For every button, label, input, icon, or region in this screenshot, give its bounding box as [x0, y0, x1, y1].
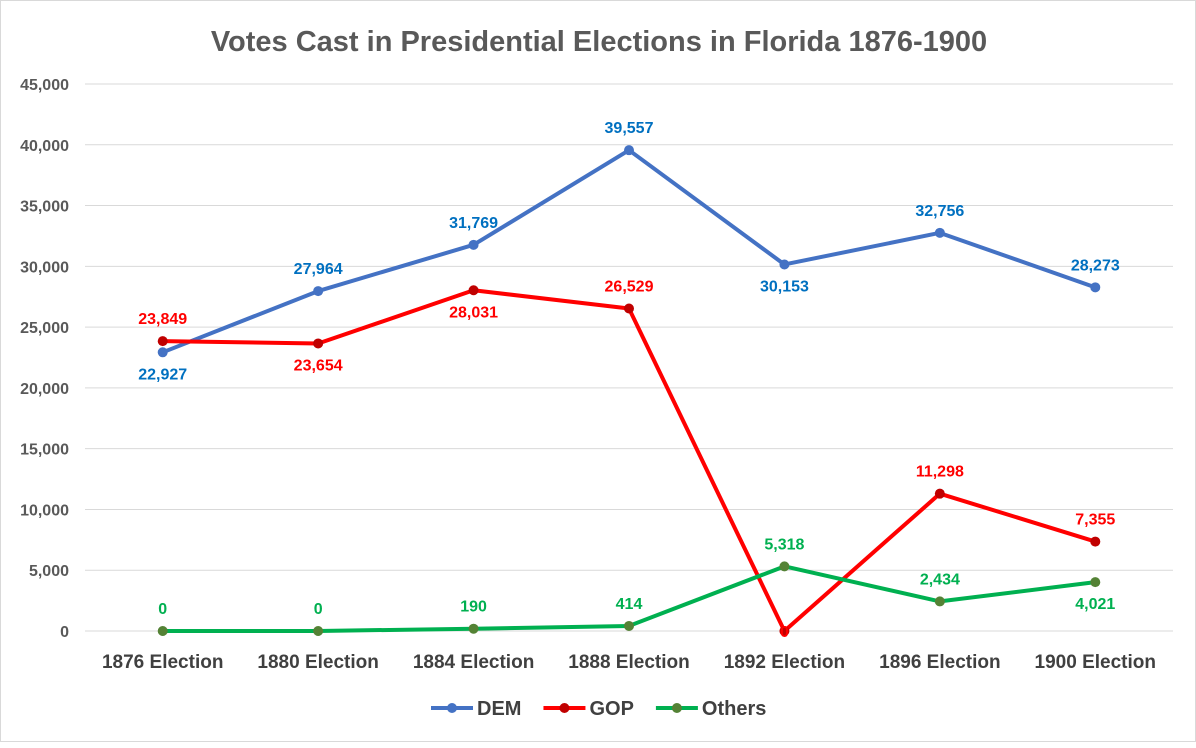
data-point-dem	[157, 347, 168, 358]
y-tick-label: 30,000	[20, 259, 69, 276]
x-tick-label: 1888 Election	[568, 652, 689, 673]
data-point-dem	[624, 145, 634, 156]
y-tick-label: 10,000	[20, 502, 69, 519]
legend-item-dem: DEM	[431, 698, 521, 720]
data-point-gop	[624, 303, 634, 314]
data-point-dem	[468, 239, 479, 250]
data-label-gop: 7,355	[1075, 512, 1115, 529]
data-label-dem: 27,964	[294, 261, 343, 278]
y-tick-label: 15,000	[20, 442, 69, 459]
data-label-gop: 23,849	[138, 311, 187, 328]
y-tick-label: 25,000	[20, 320, 69, 337]
data-label-gop: 28,031	[449, 304, 498, 321]
data-point-dem	[934, 227, 945, 238]
data-label-dem: 22,927	[138, 366, 187, 383]
data-label-others: 414	[616, 596, 643, 613]
x-tick-label: 1880 Election	[257, 652, 378, 673]
legend-label: Others	[702, 698, 766, 720]
data-point-gop	[934, 488, 945, 499]
data-label-dem: 31,769	[449, 215, 498, 232]
legend-item-others: Others	[655, 698, 766, 720]
data-point-gop	[1090, 536, 1101, 547]
data-point-gop	[468, 285, 479, 296]
data-label-others: 5,318	[764, 536, 804, 553]
data-label-gop: 23,654	[294, 357, 343, 374]
data-point-gop	[157, 336, 168, 347]
data-point-gop	[313, 338, 324, 349]
y-tick-label: 45,000	[20, 77, 69, 94]
data-label-gop: 11,298	[916, 464, 964, 481]
legend-marker	[447, 703, 457, 713]
data-label-dem: 39,557	[605, 120, 654, 137]
data-label-gop: 0	[780, 624, 789, 641]
legend-label: GOP	[589, 698, 633, 720]
x-tick-label: 1892 Election	[724, 652, 845, 673]
series-line-dem	[161, 148, 1096, 355]
data-label-gop: 26,529	[605, 279, 654, 296]
x-tick-label: 1896 Election	[879, 652, 1000, 673]
data-point-dem	[1090, 282, 1101, 293]
y-tick-label: 5,000	[29, 563, 69, 580]
data-label-dem: 32,756	[915, 203, 964, 220]
data-label-others: 4,021	[1075, 596, 1115, 613]
data-point-others	[624, 620, 634, 631]
legend-marker	[559, 703, 570, 713]
data-label-others: 0	[314, 601, 323, 618]
data-label-others: 190	[460, 599, 487, 616]
data-label-dem: 28,273	[1071, 257, 1120, 274]
x-tick-label: 1876 Election	[102, 652, 223, 673]
data-point-others	[157, 626, 168, 636]
data-point-others	[779, 561, 790, 572]
data-point-dem	[779, 259, 790, 270]
data-label-others: 0	[158, 601, 167, 618]
y-tick-label: 20,000	[20, 381, 69, 398]
data-point-others	[1090, 577, 1101, 588]
data-point-others	[313, 626, 324, 636]
x-tick-label: 1884 Election	[413, 652, 534, 673]
legend-marker	[671, 703, 682, 713]
chart-title: Votes Cast in Presidential Elections in …	[211, 26, 987, 58]
x-tick-label: 1900 Election	[1035, 652, 1156, 673]
data-point-gop	[779, 626, 790, 636]
y-tick-label: 35,000	[20, 199, 69, 216]
data-label-others: 2,434	[920, 571, 960, 588]
data-label-dem: 30,153	[760, 278, 809, 295]
data-point-others	[468, 623, 479, 634]
y-tick-label: 0	[60, 624, 69, 641]
data-point-others	[934, 596, 945, 607]
y-tick-label: 40,000	[20, 138, 69, 155]
data-point-dem	[313, 286, 324, 297]
legend-item-gop: GOP	[543, 698, 634, 720]
legend-label: DEM	[477, 698, 521, 720]
